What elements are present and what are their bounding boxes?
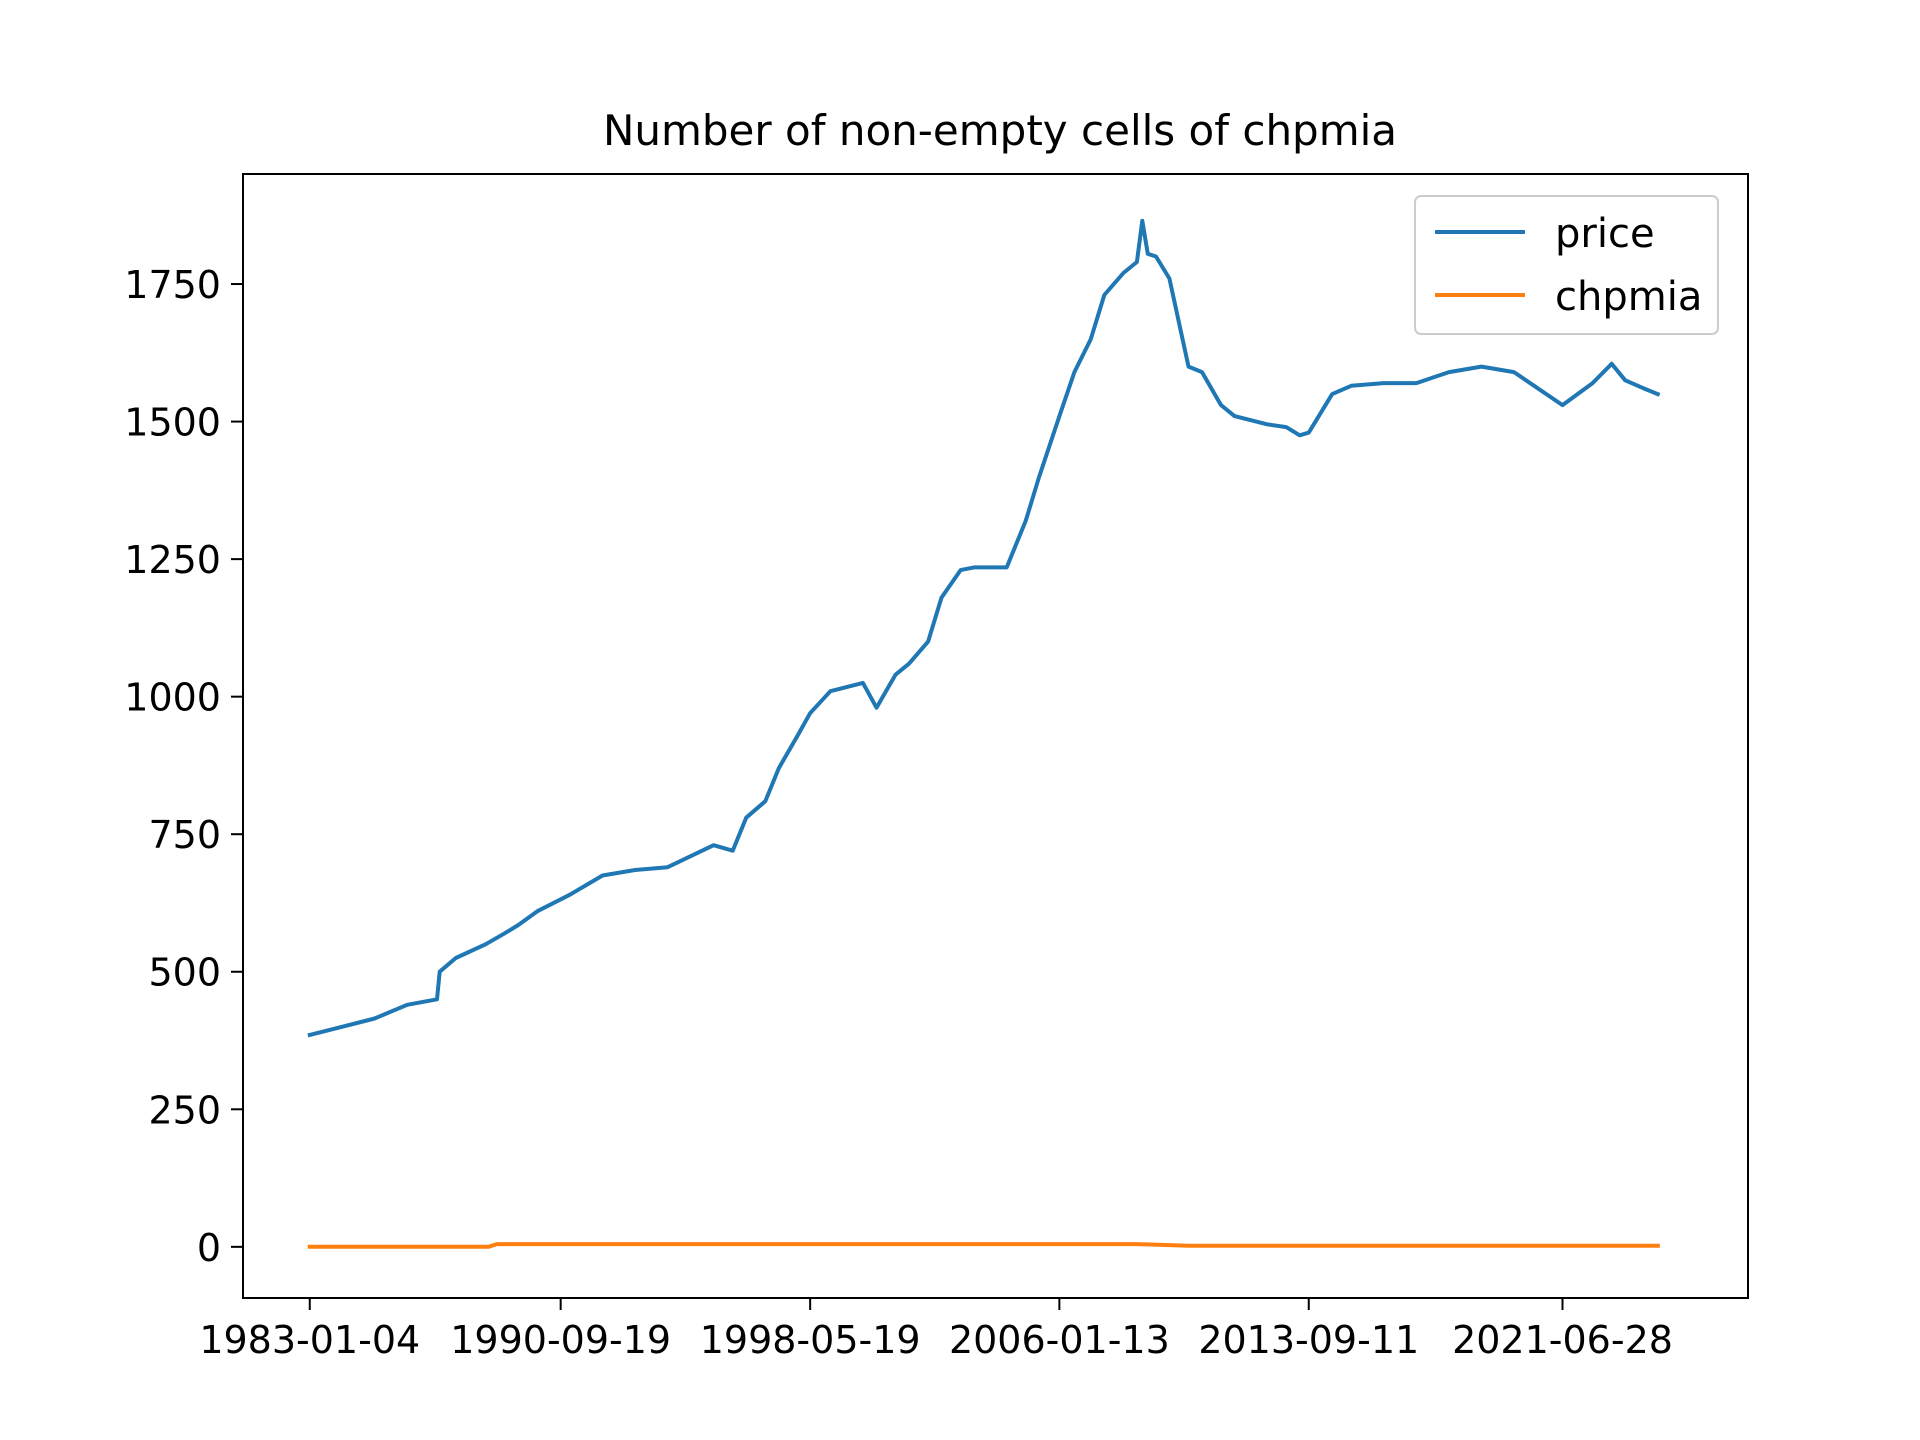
x-tick-label: 2013-09-11 (1198, 1318, 1419, 1362)
x-tick-label: 1998-05-19 (700, 1318, 921, 1362)
series-line-chpmia (307, 1242, 1660, 1249)
legend-label-price: price (1555, 211, 1655, 257)
x-axis: 1983-01-04 1990-09-19 1998-05-19 2006-01-13… (199, 1298, 1673, 1362)
y-tick-label: 1000 (124, 676, 221, 720)
y-tick-label: 1500 (124, 401, 221, 445)
plot-area-frame (242, 173, 1749, 1299)
y-tick-label: 750 (148, 813, 221, 857)
x-tick-label: 1983-01-04 (199, 1318, 420, 1362)
y-tick-label: 1750 (124, 263, 221, 307)
x-tick-label: 1990-09-19 (450, 1318, 671, 1362)
y-tick-label: 0 (197, 1226, 221, 1270)
y-tick-label: 1250 (124, 538, 221, 582)
series-layer (307, 218, 1661, 1249)
series-line-price (307, 218, 1661, 1038)
legend: price chpmia (1414, 195, 1719, 335)
chart-title: Number of non-empty cells of chpmia (603, 106, 1397, 155)
y-tick-label: 500 (148, 951, 221, 995)
x-tick-label: 2006-01-13 (949, 1318, 1170, 1362)
y-axis: 0 250 500 750 1000 1250 1500 1750 (124, 263, 243, 1270)
x-tick-label: 2021-06-28 (1452, 1318, 1673, 1362)
legend-label-chpmia: chpmia (1555, 274, 1702, 320)
y-tick-label: 250 (148, 1088, 221, 1132)
